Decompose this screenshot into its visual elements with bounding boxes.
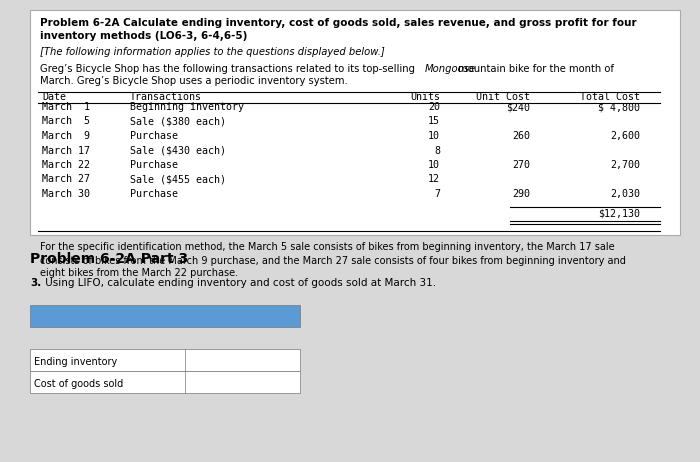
Text: 10: 10 [428, 160, 440, 170]
Text: March 17: March 17 [42, 146, 90, 156]
Text: 12: 12 [428, 175, 440, 184]
Text: Cost of goods sold: Cost of goods sold [34, 379, 123, 389]
Text: Problem 6-2A Calculate ending inventory, cost of goods sold, sales revenue, and : Problem 6-2A Calculate ending inventory,… [40, 18, 636, 28]
Text: March  1: March 1 [42, 102, 90, 112]
Text: eight bikes from the March 22 purchase.: eight bikes from the March 22 purchase. [40, 268, 238, 279]
Text: 270: 270 [512, 160, 530, 170]
Text: 15: 15 [428, 116, 440, 127]
Bar [30, 305, 300, 327]
Bar [30, 349, 300, 371]
Text: inventory methods (LO6-3, 6-4,6-5): inventory methods (LO6-3, 6-4,6-5) [40, 31, 247, 41]
Text: Using LIFO, calculate ending inventory and cost of goods sold at March 31.: Using LIFO, calculate ending inventory a… [42, 278, 436, 288]
Text: 3.: 3. [30, 278, 41, 288]
Text: Mongoose: Mongoose [425, 64, 476, 74]
Text: Purchase: Purchase [130, 160, 178, 170]
Text: Purchase: Purchase [130, 131, 178, 141]
Bar [30, 10, 680, 235]
Text: For the specific identification method, the March 5 sale consists of bikes from : For the specific identification method, … [40, 243, 615, 253]
Text: March 22: March 22 [42, 160, 90, 170]
Text: Sale ($430 each): Sale ($430 each) [130, 146, 226, 156]
Text: $12,130: $12,130 [598, 208, 640, 219]
Text: Unit Cost: Unit Cost [476, 92, 530, 102]
Text: [The following information applies to the questions displayed below.]: [The following information applies to th… [40, 47, 385, 57]
Text: Date: Date [42, 92, 66, 102]
Text: 2,030: 2,030 [610, 189, 640, 199]
Bar [30, 371, 300, 393]
Text: 2,600: 2,600 [610, 131, 640, 141]
Text: Sale ($455 each): Sale ($455 each) [130, 175, 226, 184]
Text: $240: $240 [506, 102, 530, 112]
Text: $ 4,800: $ 4,800 [598, 102, 640, 112]
Text: Units: Units [410, 92, 440, 102]
Text: March 27: March 27 [42, 175, 90, 184]
Text: Sale ($380 each): Sale ($380 each) [130, 116, 226, 127]
Text: March  9: March 9 [42, 131, 90, 141]
Text: Ending inventory: Ending inventory [34, 357, 118, 367]
Text: March 30: March 30 [42, 189, 90, 199]
Text: 290: 290 [512, 189, 530, 199]
Text: Problem 6-2A Part 3: Problem 6-2A Part 3 [30, 252, 188, 266]
Text: Purchase: Purchase [130, 189, 178, 199]
Text: March. Greg’s Bicycle Shop uses a periodic inventory system.: March. Greg’s Bicycle Shop uses a period… [40, 76, 348, 86]
Text: consists of bikes from the March 9 purchase, and the March 27 sale consists of f: consists of bikes from the March 9 purch… [40, 255, 626, 266]
Text: Beginning inventory: Beginning inventory [130, 102, 244, 112]
Text: 260: 260 [512, 131, 530, 141]
Text: March  5: March 5 [42, 116, 90, 127]
Text: Total Cost: Total Cost [580, 92, 640, 102]
Text: 8: 8 [434, 146, 440, 156]
Text: 10: 10 [428, 131, 440, 141]
Text: 20: 20 [428, 102, 440, 112]
Text: mountain bike for the month of: mountain bike for the month of [455, 64, 614, 74]
Text: 2,700: 2,700 [610, 160, 640, 170]
Text: 7: 7 [434, 189, 440, 199]
Text: Greg’s Bicycle Shop has the following transactions related to its top-selling: Greg’s Bicycle Shop has the following tr… [40, 64, 418, 74]
Text: Transactions: Transactions [130, 92, 202, 102]
